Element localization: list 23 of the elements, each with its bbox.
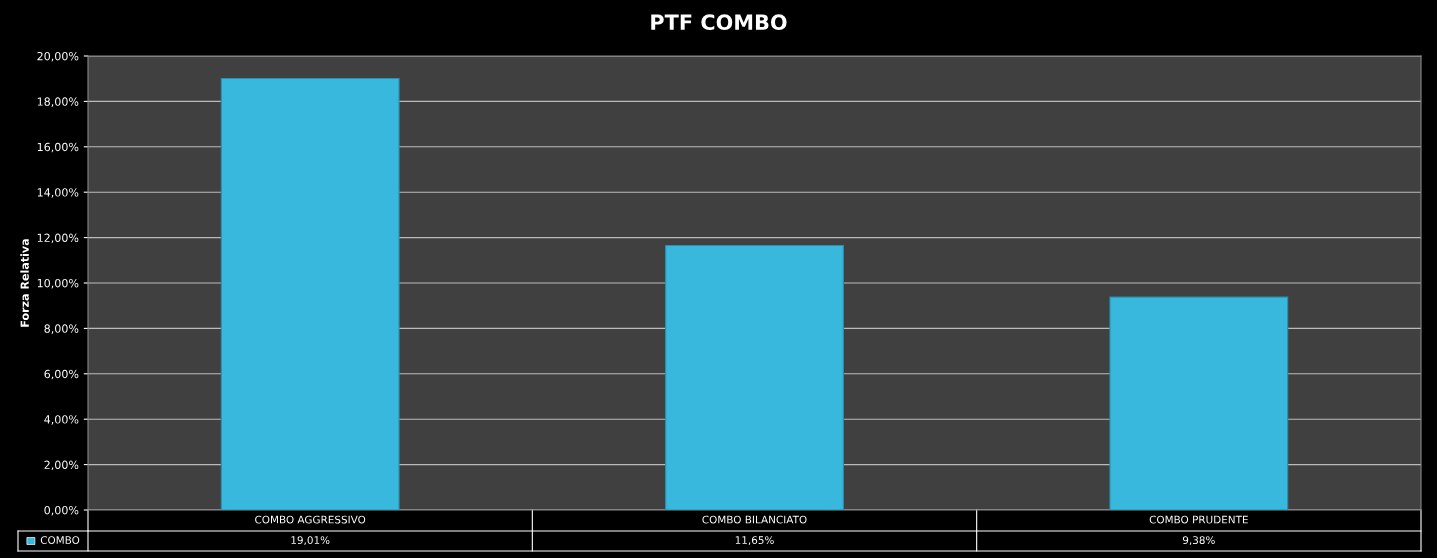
y-tick-label: 4,00% [44,415,79,425]
data-label: 9,38% [1182,536,1215,546]
y-axis-title: Forza Relativa [20,239,29,327]
y-tick-label: 12,00% [37,233,79,244]
x-tick-label: COMBO BILANCIATO [702,515,807,524]
bar [1109,296,1289,510]
legend-label: COMBO [40,536,80,545]
bar [220,77,400,510]
x-tick-label: COMBO AGGRESSIVO [255,515,366,524]
y-tick-label: 18,00% [37,97,79,107]
data-label: 19,01% [291,536,330,546]
x-tick-label: COMBO PRUDENTE [1149,515,1248,524]
bar [665,244,844,510]
y-tick-label: 10,00% [37,278,79,289]
y-tick-label: 8,00% [44,324,79,334]
y-tick-label: 20,00% [37,51,79,62]
y-tick-label: 14,00% [37,188,79,198]
y-tick-label: 16,00% [37,142,79,153]
y-tick-label: 0,00% [44,505,79,516]
y-tick-label: 6,00% [44,369,79,380]
data-label: 11,65% [735,536,774,546]
y-tick-label: 2,00% [44,460,79,471]
chart-title: PTF COMBO [651,14,787,31]
